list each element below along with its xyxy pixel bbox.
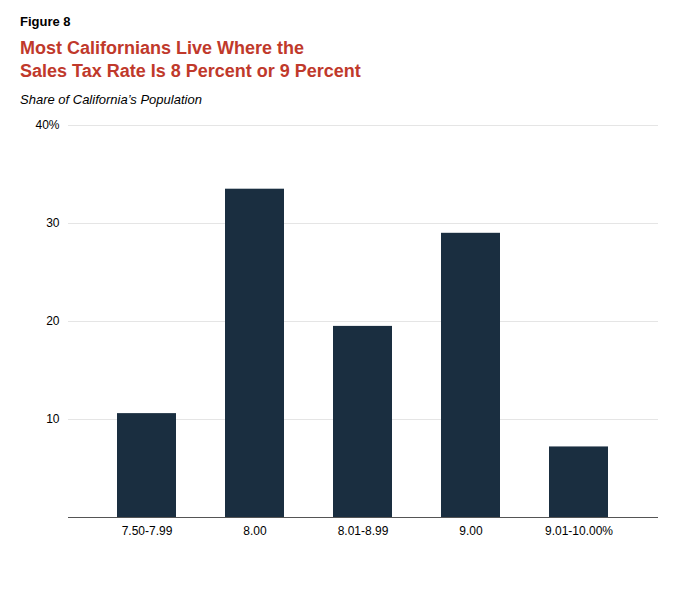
svg-text:40%: 40% — [35, 118, 59, 132]
html-text:Figure 8: Figure 8 — [20, 14, 71, 29]
svg-text:7.50-7.99: 7.50-7.99 — [122, 524, 173, 538]
svg-text:9.00: 9.00 — [459, 524, 483, 538]
svg-text:20: 20 — [46, 314, 60, 328]
html-text:Share of California’s Populati: Share of California’s Population — [20, 92, 202, 107]
svg-text:30: 30 — [46, 216, 60, 230]
svg-text:8.00: 8.00 — [243, 524, 267, 538]
svg-text:8.01-8.99: 8.01-8.99 — [338, 524, 389, 538]
html-text:Sales Tax Rate Is 8 Percent or: Sales Tax Rate Is 8 Percent or 9 Percent — [20, 60, 361, 81]
html-text:Most Californians Live Where t: Most Californians Live Where the — [20, 38, 304, 58]
svg-text:10: 10 — [46, 412, 60, 426]
svg-text:9.01-10.00%: 9.01-10.00% — [545, 524, 613, 538]
